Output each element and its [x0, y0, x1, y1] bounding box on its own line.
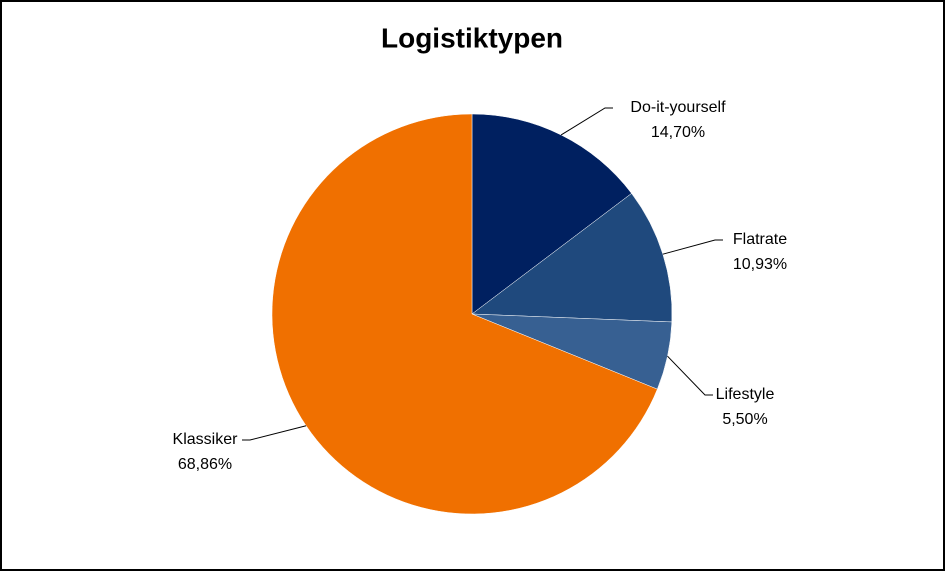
slice-label: Flatrate — [733, 231, 787, 248]
pie-slice — [471, 113, 632, 315]
slice-label: Klassiker — [173, 431, 239, 448]
value-label: 14,70% — [651, 124, 705, 141]
value-label: 5,50% — [722, 411, 767, 428]
value-label: 10,93% — [733, 256, 787, 273]
leader-line — [662, 239, 723, 255]
slice-label: Do-it-yourself — [630, 99, 726, 116]
pie-slice — [271, 113, 658, 515]
chart-title: Logistiktypen — [381, 22, 563, 53]
value-label: 68,86% — [178, 456, 232, 473]
leader-line — [667, 355, 713, 396]
slice-label: Lifestyle — [716, 386, 775, 403]
leader-line — [242, 425, 307, 441]
pie-slice — [471, 193, 673, 323]
leader-line — [560, 107, 613, 136]
